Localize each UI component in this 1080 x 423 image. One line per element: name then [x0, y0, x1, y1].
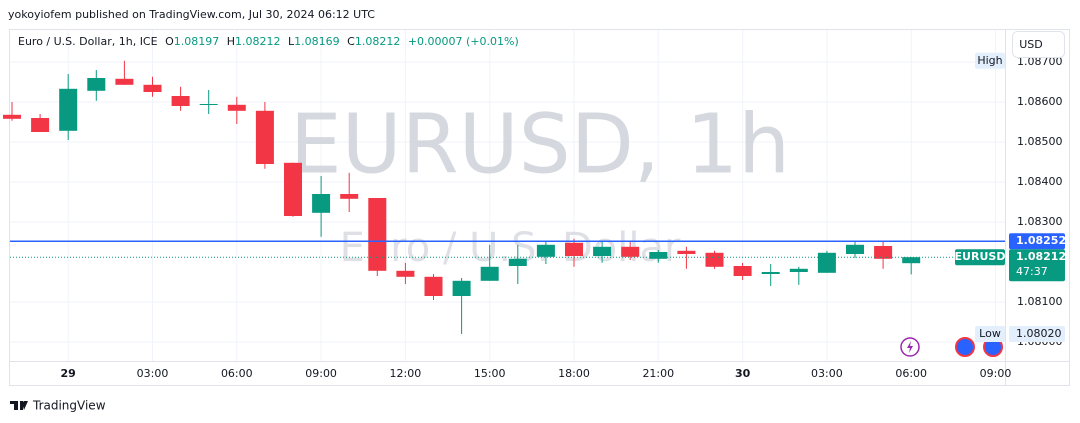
candle-body [649, 252, 668, 259]
price-axis: 1.08700 1.08600 1.08500 1.08400 1.08300 1.081… [61, 52, 1066, 380]
candle-body [761, 272, 780, 274]
x-tick-label: 12:00 [390, 367, 422, 380]
candle-body [536, 244, 555, 257]
candle-body [452, 280, 471, 296]
watermark-title: EURUSD, 1h [290, 97, 790, 192]
candle-body [171, 96, 190, 106]
y-tick-label: 1.08300 [1017, 215, 1063, 228]
candle-body [284, 162, 302, 216]
symbol-label-box [955, 249, 1005, 266]
candle-body [199, 104, 218, 105]
x-tick-label: 06:00 [221, 367, 253, 380]
x-tick-label: 09:00 [980, 367, 1012, 380]
symbol: Euro / U.S. Dollar, 1h, ICE [18, 35, 158, 48]
price-label-box [1009, 249, 1065, 282]
event-icons [900, 337, 1003, 357]
countdown: 47:37 [1016, 265, 1048, 278]
candle-body [31, 118, 50, 132]
candle-body [227, 104, 246, 111]
x-tick-label: 15:00 [474, 367, 506, 380]
plot [3, 60, 1005, 334]
y-tick-label: 1.08500 [1017, 135, 1063, 148]
candle-body [593, 246, 612, 256]
candle-body [424, 276, 443, 296]
candle-body [396, 270, 415, 277]
brand: TradingView [32, 399, 106, 413]
high-value: 1.08212 [235, 35, 281, 48]
low-value: 1.08169 [294, 35, 340, 48]
candle-body [902, 257, 921, 264]
candle-body [705, 252, 724, 267]
candle-body [677, 250, 696, 254]
candle-body [846, 244, 864, 254]
candle-body [789, 268, 808, 272]
candle-body [480, 266, 499, 281]
legend: Euro / U.S. Dollar, 1h, ICE O1.08197 H1.… [18, 35, 519, 48]
x-tick-label: 03:00 [137, 367, 169, 380]
event-icon[interactable] [955, 337, 975, 357]
candle-body [59, 88, 78, 131]
candle-body [87, 78, 106, 91]
marker-label: Low [979, 327, 1001, 340]
footer: TradingView [10, 399, 106, 413]
price-label: 1.08252 [1016, 234, 1066, 247]
x-tick-label: 06:00 [895, 367, 927, 380]
candle-body [733, 266, 752, 276]
tv-logo [10, 401, 28, 410]
candle-body [340, 194, 359, 199]
y-tick-label: 1.08100 [1017, 295, 1063, 308]
currency-button-label: USD [1019, 38, 1043, 51]
y-tick-label: 1.08600 [1017, 95, 1063, 108]
marker-box [975, 326, 1005, 342]
price-label-box [1009, 233, 1065, 250]
candle-body [255, 110, 274, 164]
currency-button[interactable] [1012, 31, 1065, 58]
candle-body [565, 242, 583, 256]
h-label: H [227, 35, 235, 48]
marker-label: High [977, 54, 1002, 67]
candle-body [143, 84, 162, 92]
marker-value-box [1009, 326, 1065, 342]
close-value: 1.08212 [355, 35, 401, 48]
candle-body [312, 194, 331, 213]
candle-body [115, 78, 134, 85]
x-tick-label: 30 [735, 367, 751, 380]
candle-body [3, 114, 21, 119]
publisher-line: yokoyiofem published on TradingView.com,… [8, 8, 375, 21]
x-tick-label: 21:00 [642, 367, 674, 380]
change: +0.00007 (+0.01%) [408, 35, 519, 48]
candle-body [621, 246, 640, 257]
marker-value: 1.08020 [1016, 327, 1062, 340]
x-tick-label: 03:00 [811, 367, 843, 380]
price-label: 1.08212 [1016, 250, 1066, 263]
panel-frame [9, 29, 1070, 386]
candle-body [508, 258, 527, 266]
y-tick-label: 1.08400 [1017, 175, 1063, 188]
marker-box [975, 52, 1005, 69]
x-tick-label: 09:00 [305, 367, 337, 380]
candle-body [874, 246, 893, 259]
candle-body [817, 252, 836, 273]
y-tick-label: 1.08700 [1017, 55, 1063, 68]
ohlc-legend: Euro / U.S. Dollar, 1h, ICE O1.08197 H1.… [18, 35, 519, 48]
candle-body [368, 198, 387, 271]
c-label: C [347, 35, 355, 48]
o-label: O [165, 35, 174, 48]
l-label: L [288, 35, 295, 48]
x-tick-label: 29 [61, 367, 76, 380]
symbol-label: EURUSD [955, 250, 1006, 263]
event-icon-glyph [907, 341, 913, 353]
open-value: 1.08197 [174, 35, 220, 48]
x-tick-label: 18:00 [558, 367, 590, 380]
